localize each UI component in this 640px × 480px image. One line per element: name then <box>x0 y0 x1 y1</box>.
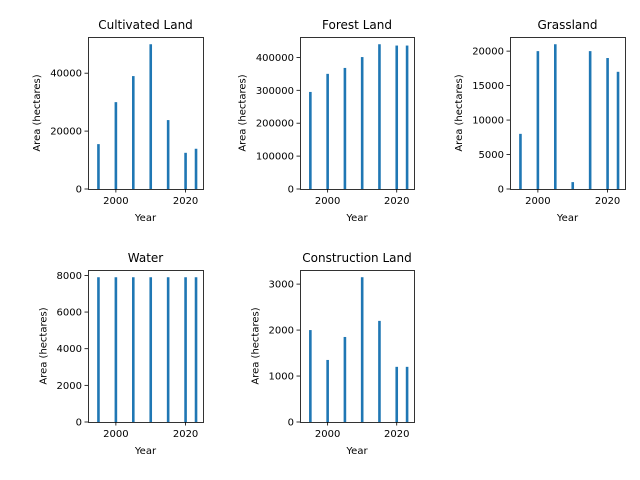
y-tick-label: 100000 <box>256 152 294 163</box>
axes-frame <box>300 37 415 190</box>
bar-2015 <box>378 44 381 189</box>
y-tick-label: 10000 <box>472 116 504 127</box>
subplot-1: 2000 2020 0 100000 200000 300000 400000 Forest … <box>238 18 415 224</box>
y-tick-label: 0 <box>288 418 294 429</box>
bar-2023 <box>405 366 409 422</box>
x-tick-label: 2000 <box>103 429 128 440</box>
y-tick-label: 0 <box>288 185 294 196</box>
y-tick-label: 15000 <box>472 81 504 92</box>
x-tick-label: 2020 <box>173 429 198 440</box>
bar-2010 <box>571 182 575 189</box>
bar-2000 <box>326 359 329 422</box>
bar-2005 <box>132 76 135 189</box>
y-tick-label: 300000 <box>256 86 294 97</box>
subplot-2: 2000 2020 0 5000 10000 15000 20000 Grassland Yea… <box>454 18 626 224</box>
y-tick-label: 200000 <box>256 119 294 130</box>
bar-1995 <box>309 91 312 189</box>
y-axis-label: Area (hectares) <box>454 74 465 151</box>
x-axis-label: Year <box>556 213 579 224</box>
y-tick-label: 8000 <box>57 271 82 282</box>
axes-frame <box>300 270 415 423</box>
bar-2005 <box>343 67 347 189</box>
y-tick-label: 400000 <box>256 53 294 64</box>
y-axis-label: Area (hectares) <box>32 74 43 151</box>
bar-2020 <box>395 366 399 422</box>
bar-2020 <box>606 58 609 189</box>
bar-2010 <box>149 277 153 422</box>
chart-title: Cultivated Land <box>98 18 193 32</box>
x-tick-label: 2020 <box>173 196 198 207</box>
bar-2023 <box>194 148 198 189</box>
bar-1995 <box>97 144 100 189</box>
subplot-3: 2000 2020 0 2000 4000 6000 8000 Water Year Area (… <box>38 251 204 457</box>
y-tick-label: 0 <box>76 185 82 196</box>
y-tick-label: 20000 <box>50 127 82 138</box>
chart-title: Construction Land <box>302 251 411 265</box>
chart-title: Grassland <box>538 18 598 32</box>
y-tick-label: 2000 <box>57 381 82 392</box>
y-tick-label: 1000 <box>269 372 294 383</box>
y-tick-label: 2000 <box>269 326 294 337</box>
bar-2010 <box>360 277 364 422</box>
y-axis-label: Area (hectares) <box>38 307 49 384</box>
bar-2010 <box>149 44 153 189</box>
axes-frame <box>88 37 204 190</box>
x-axis-label: Year <box>134 446 157 457</box>
bar-2015 <box>378 320 381 422</box>
bar-2015 <box>166 120 170 189</box>
x-tick-label: 2000 <box>315 196 340 207</box>
bar-1995 <box>97 277 100 422</box>
bar-2000 <box>114 277 118 422</box>
x-axis-label: Year <box>345 213 368 224</box>
bar-2000 <box>326 73 329 189</box>
bar-2015 <box>166 277 170 422</box>
x-tick-label: 2000 <box>103 196 128 207</box>
y-tick-label: 0 <box>498 185 504 196</box>
bar-2005 <box>554 44 557 189</box>
x-tick-label: 2000 <box>315 429 340 440</box>
bar-2015 <box>588 51 592 189</box>
bar-2010 <box>360 57 364 189</box>
bar-2005 <box>343 336 347 422</box>
axes-frame <box>88 270 204 423</box>
bar-2020 <box>184 277 187 422</box>
bar-2023 <box>194 277 198 422</box>
y-tick-label: 3000 <box>269 280 294 291</box>
chart-title: Forest Land <box>322 18 392 32</box>
bar-2005 <box>132 277 135 422</box>
y-axis-label: Area (hectares) <box>250 307 261 384</box>
bar-2020 <box>184 152 187 189</box>
y-tick-label: 20000 <box>472 47 504 58</box>
y-tick-label: 4000 <box>57 344 82 355</box>
subplot-0: 2000 2020 0 20000 40000 Cultivated Land Year Ar… <box>32 18 204 224</box>
bar-2000 <box>114 102 118 189</box>
y-tick-label: 5000 <box>479 150 504 161</box>
axes-frame <box>510 37 626 190</box>
x-tick-label: 2000 <box>525 196 550 207</box>
bar-2020 <box>395 45 399 189</box>
bar-1995 <box>309 330 312 422</box>
bar-2023 <box>616 71 620 189</box>
x-tick-label: 2020 <box>384 196 409 207</box>
x-axis-label: Year <box>345 446 368 457</box>
bar-2023 <box>405 45 409 189</box>
chart-title: Water <box>128 251 164 265</box>
bar-1995 <box>519 133 522 189</box>
x-tick-label: 2020 <box>384 429 409 440</box>
y-tick-label: 6000 <box>57 308 82 319</box>
subplot-4: 2000 2020 0 1000 2000 3000 Construction Land Ye… <box>250 251 415 457</box>
x-tick-label: 2020 <box>595 196 620 207</box>
bar-2000 <box>536 51 540 189</box>
y-axis-label: Area (hectares) <box>238 74 249 151</box>
x-axis-label: Year <box>134 213 157 224</box>
y-tick-label: 0 <box>76 418 82 429</box>
y-tick-label: 40000 <box>50 69 82 80</box>
